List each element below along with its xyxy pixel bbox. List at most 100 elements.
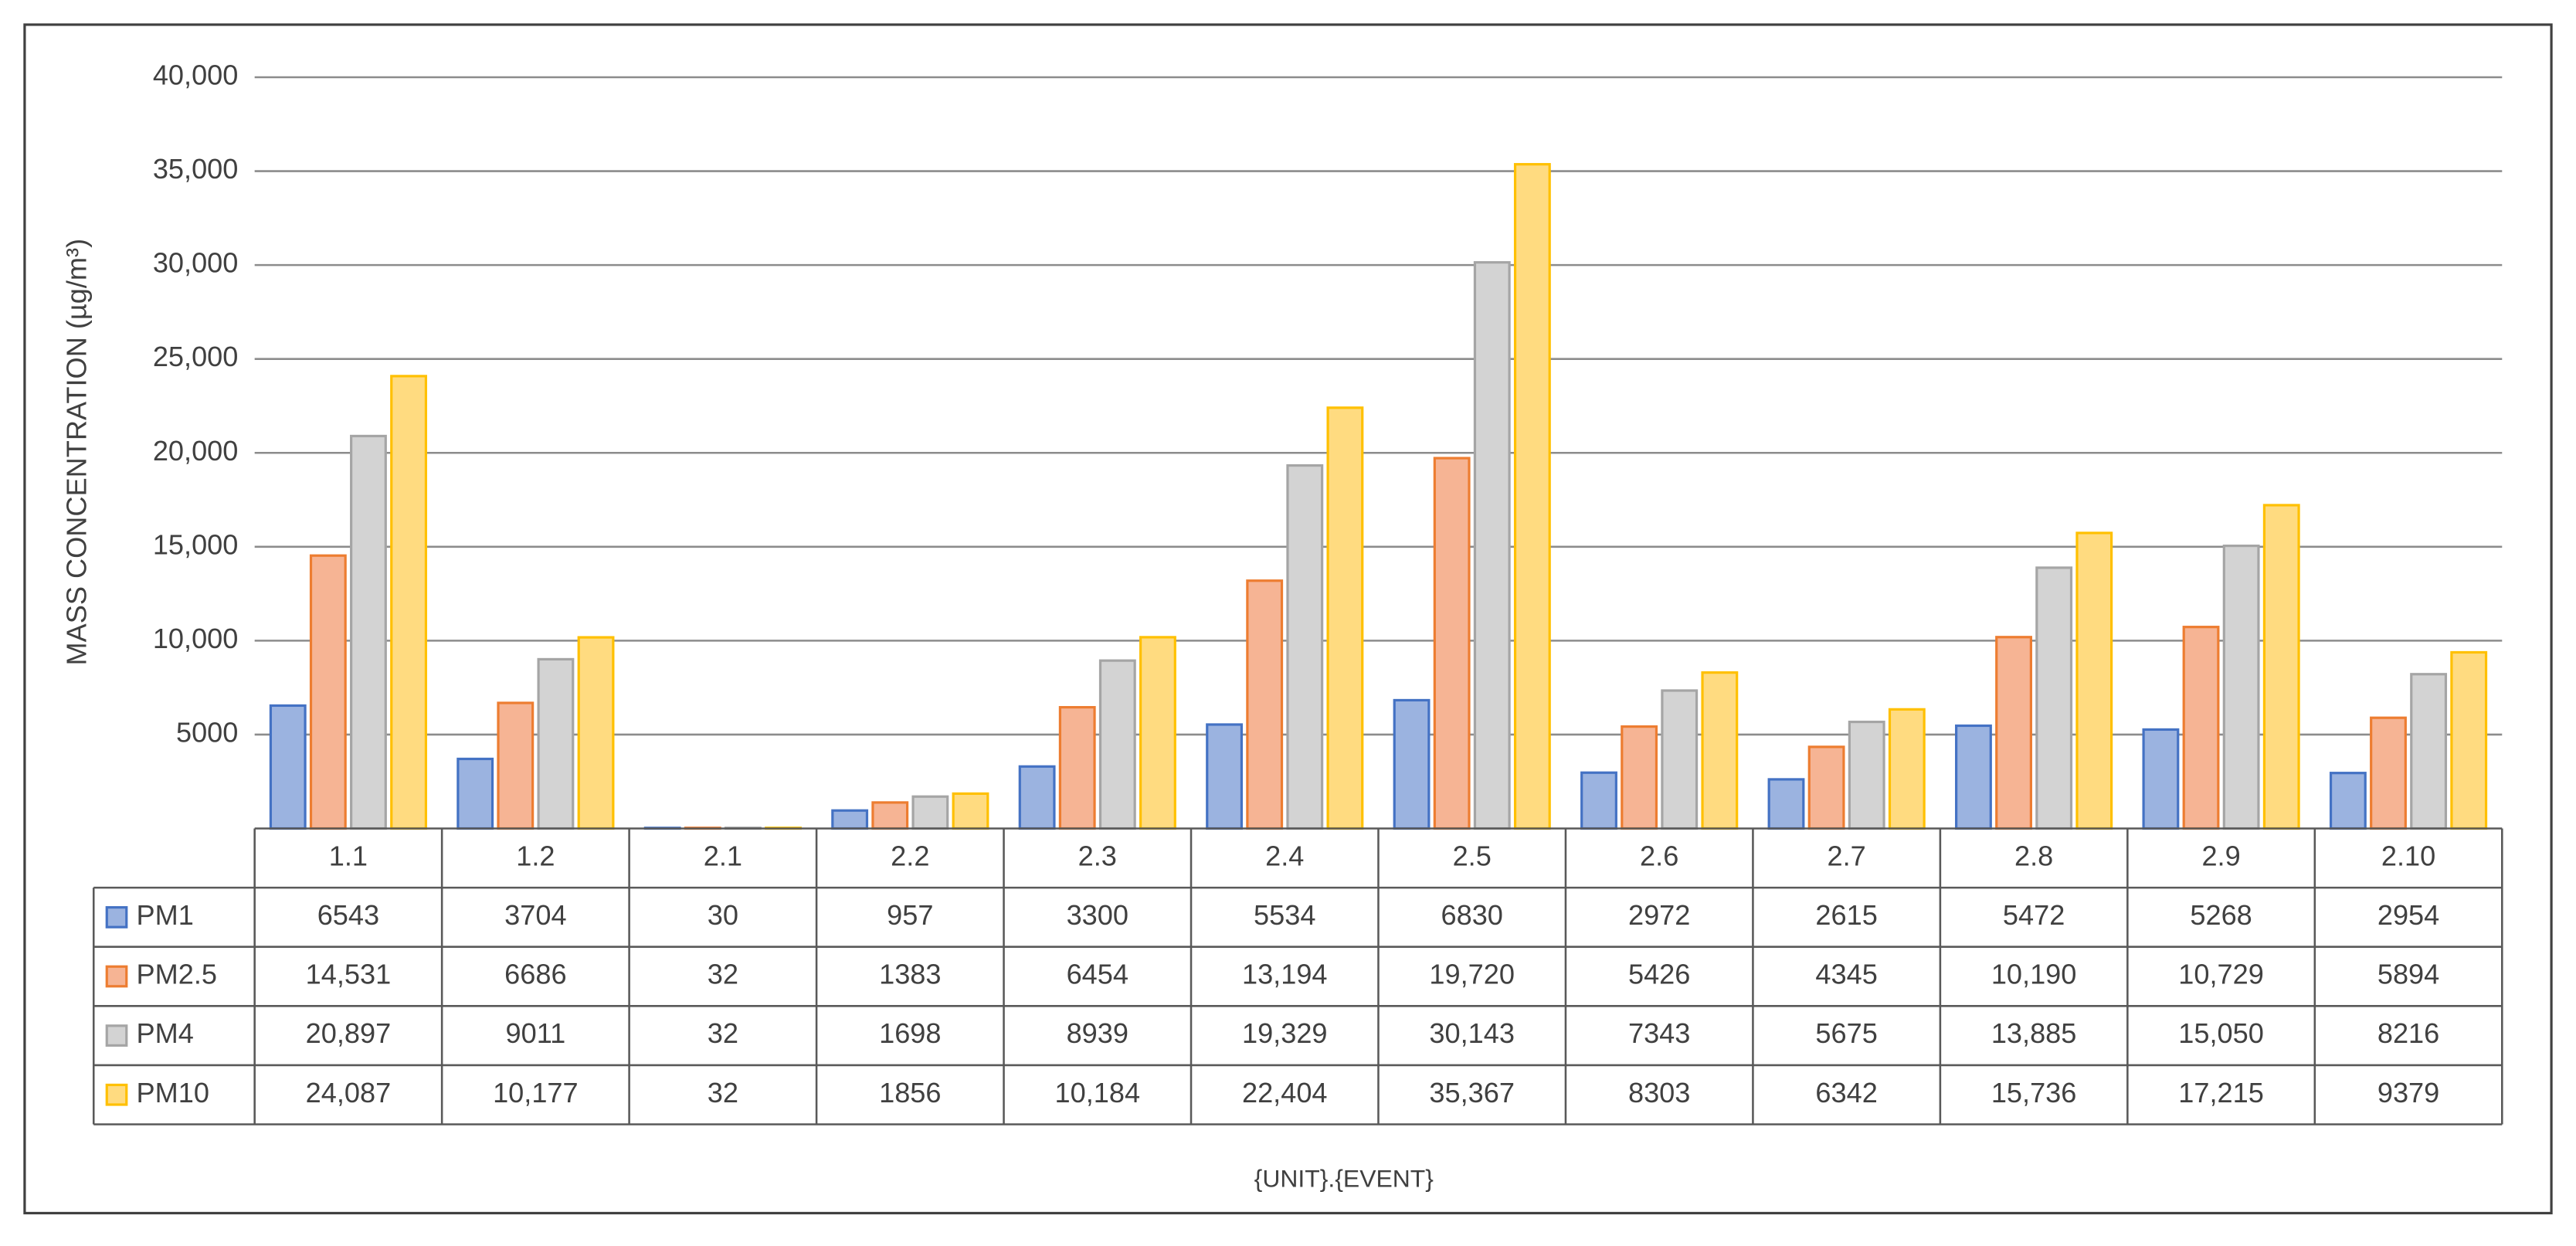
table-value: 24,087: [306, 1077, 392, 1108]
bar: [537, 657, 575, 830]
table-value: 30: [708, 899, 738, 931]
table-value: 1698: [879, 1017, 941, 1049]
legend-label: PM1: [137, 899, 194, 931]
bar: [2329, 772, 2367, 830]
table-value: 9011: [506, 1017, 566, 1049]
legend-swatch: [105, 965, 128, 988]
bar: [456, 757, 494, 830]
bar: [1098, 659, 1136, 830]
bar: [2182, 626, 2220, 830]
table-value: 10,184: [1054, 1077, 1140, 1108]
table-value: 8216: [2377, 1017, 2439, 1049]
bar: [1995, 636, 2032, 830]
table-value: 6342: [1815, 1077, 1877, 1108]
table-value: 3704: [504, 899, 566, 931]
table-value: 2615: [1815, 899, 1877, 931]
table-value: 5426: [1628, 959, 1690, 990]
category-label: 2.5: [1453, 840, 1492, 871]
legend-label: PM10: [137, 1077, 209, 1108]
category-label: 2.6: [1640, 840, 1678, 871]
table-value: 8939: [1067, 1017, 1128, 1049]
table-value: 2954: [2377, 899, 2439, 931]
category-label: 1.2: [516, 840, 555, 871]
table-value: 6830: [1441, 899, 1503, 931]
bar: [1807, 745, 1845, 830]
y-tick-label: 30,000: [153, 247, 239, 279]
table-value: 15,050: [2178, 1017, 2264, 1049]
table-value: 6686: [504, 959, 566, 990]
table-value: 5268: [2190, 899, 2252, 931]
table-value: 32: [708, 959, 738, 990]
bar: [390, 375, 427, 830]
table-value: 6454: [1067, 959, 1128, 990]
bar: [1473, 261, 1511, 830]
table-value: 957: [887, 899, 933, 931]
bar: [2222, 545, 2260, 830]
x-axis-title: {UNIT}.{EVENT}: [1254, 1164, 1434, 1192]
table-value: 10,177: [493, 1077, 579, 1108]
bar: [269, 704, 307, 830]
bar: [952, 792, 989, 830]
table-value: 5534: [1254, 899, 1315, 931]
bar: [1661, 689, 1699, 830]
table-value: 8303: [1628, 1077, 1690, 1108]
bar: [1433, 457, 1471, 830]
legend-swatch: [105, 1024, 128, 1047]
bar: [1139, 636, 1176, 830]
bar: [1888, 708, 1926, 830]
table-value: 35,367: [1429, 1077, 1515, 1108]
y-tick-label: 15,000: [153, 528, 239, 560]
bar: [911, 795, 949, 830]
table-value: 32: [708, 1077, 738, 1108]
table-value: 9379: [2377, 1077, 2439, 1108]
table-value: 19,720: [1429, 959, 1515, 990]
bar: [1767, 778, 1805, 830]
table-value: 6543: [317, 899, 379, 931]
category-label: 2.2: [891, 840, 929, 871]
category-label: 2.10: [2381, 840, 2435, 871]
y-tick-label: 5000: [176, 716, 238, 748]
legend-label: PM4: [137, 1017, 194, 1049]
bar: [1326, 406, 1364, 830]
table-value: 15,736: [1991, 1077, 2077, 1108]
bar: [2075, 531, 2113, 830]
table-value: 20,897: [306, 1017, 392, 1049]
y-tick-label: 20,000: [153, 435, 239, 467]
bar: [350, 434, 387, 830]
table-value: 4345: [1815, 959, 1877, 990]
table-value: 7343: [1628, 1017, 1690, 1049]
bar: [577, 636, 615, 830]
table-value: 10,729: [2178, 959, 2264, 990]
bar: [1058, 705, 1096, 830]
legend-swatch: [105, 906, 128, 929]
bar: [1621, 725, 1658, 830]
y-tick-label: 25,000: [153, 341, 239, 372]
category-label: 2.7: [1828, 840, 1866, 871]
table-value: 17,215: [2178, 1077, 2264, 1108]
table-value: 22,404: [1242, 1077, 1328, 1108]
bar: [2370, 716, 2407, 830]
category-label: 1.1: [329, 840, 368, 871]
bar: [871, 801, 909, 830]
y-tick-label: 10,000: [153, 623, 239, 654]
y-tick-label: 40,000: [153, 59, 239, 91]
bar: [2410, 673, 2448, 830]
bar: [2142, 728, 2180, 830]
bar: [309, 554, 347, 830]
category-label: 2.1: [704, 840, 742, 871]
table-value: 2972: [1628, 899, 1690, 931]
bar: [2035, 566, 2073, 830]
table-value: 5894: [2377, 959, 2439, 990]
table-value: 30,143: [1429, 1017, 1515, 1049]
table-value: 1383: [879, 959, 941, 990]
table-value: 14,531: [306, 959, 392, 990]
table-value: 13,194: [1242, 959, 1328, 990]
category-label: 2.8: [2014, 840, 2053, 871]
bar: [1286, 463, 1324, 830]
y-tick-label: 35,000: [153, 153, 239, 185]
table-value: 10,190: [1991, 959, 2077, 990]
bar: [2450, 650, 2488, 830]
bar: [1206, 723, 1244, 830]
